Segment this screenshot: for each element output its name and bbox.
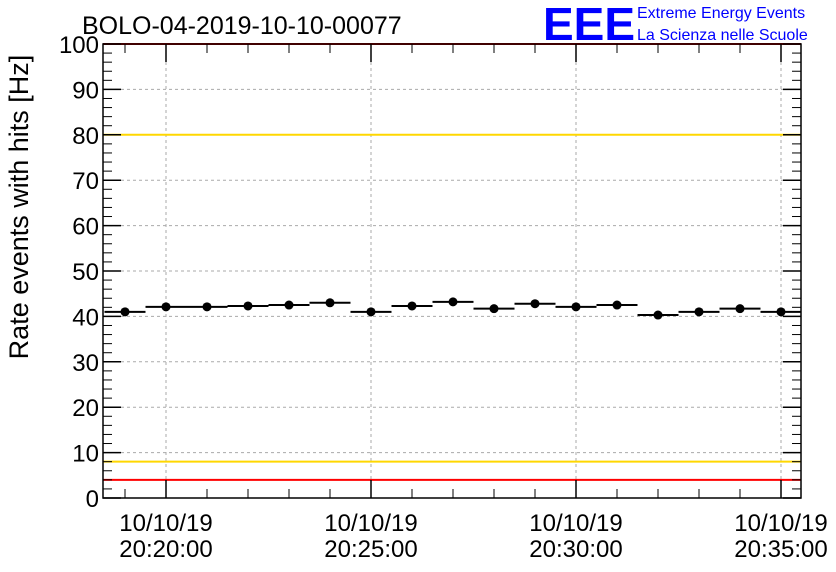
logo-line2: La Scienza nelle Scuole (637, 27, 808, 44)
data-point (284, 300, 294, 310)
data-point (612, 300, 622, 310)
data-point (407, 301, 417, 311)
data-point (202, 302, 212, 312)
data-points (104, 297, 802, 320)
y-tick-label: 50 (72, 259, 99, 286)
y-tick-label: 0 (86, 486, 99, 513)
data-point (735, 304, 745, 314)
data-point (530, 299, 540, 309)
y-tick-label: 100 (59, 32, 99, 59)
axis-ticks (103, 43, 801, 499)
x-tick-time: 20:25:00 (324, 536, 417, 563)
chart-title: BOLO-04-2019-10-10-00077 (82, 12, 402, 40)
y-tick-label: 90 (72, 77, 99, 104)
logo: EEE Extreme Energy Events La Scienza nel… (543, 0, 808, 50)
y-tick-label: 30 (72, 350, 99, 377)
y-tick-label: 10 (72, 441, 99, 468)
grid (103, 44, 801, 498)
logo-mark: EEE (543, 0, 635, 50)
x-tick-time: 20:20:00 (119, 536, 212, 563)
data-point (120, 307, 130, 317)
y-tick-label: 70 (72, 168, 99, 195)
x-tick-date: 10/10/19 (734, 510, 827, 537)
y-tick-label: 20 (72, 395, 99, 422)
x-tick-date: 10/10/19 (324, 510, 417, 537)
data-point (694, 307, 704, 317)
y-axis-title: Rate events with hits [Hz] (4, 55, 34, 360)
data-point (653, 310, 663, 320)
y-tick-label: 60 (72, 214, 99, 241)
logo-line1: Extreme Energy Events (637, 5, 805, 22)
data-point (489, 304, 499, 314)
data-point (161, 302, 171, 312)
data-point (776, 307, 786, 317)
y-tick-label: 40 (72, 304, 99, 331)
y-tick-label: 80 (72, 123, 99, 150)
x-tick-time: 20:30:00 (529, 536, 622, 563)
data-point (448, 297, 458, 307)
data-point (243, 301, 253, 311)
data-point (325, 298, 335, 308)
data-point (366, 307, 376, 317)
reference-lines (103, 43, 801, 481)
x-tick-time: 20:35:00 (734, 536, 827, 563)
data-point (571, 302, 581, 312)
x-tick-date: 10/10/19 (529, 510, 622, 537)
x-tick-date: 10/10/19 (119, 510, 212, 537)
tick-labels: 010203040506070809010010/10/1920:20:0010… (59, 32, 828, 563)
